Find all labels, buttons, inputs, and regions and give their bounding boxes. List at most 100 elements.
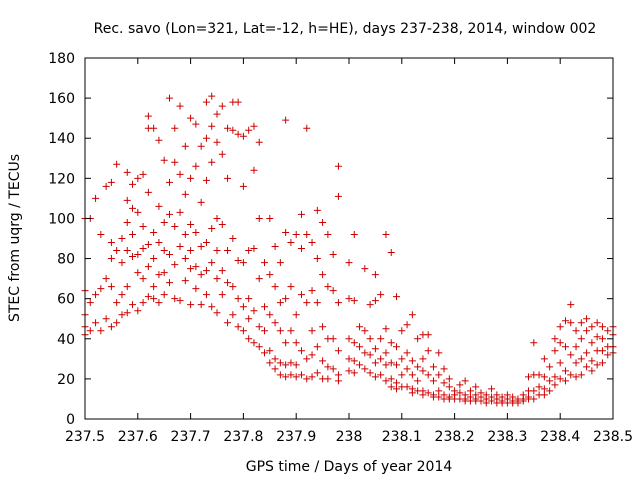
data-point <box>218 220 226 228</box>
data-point <box>171 295 179 303</box>
data-point <box>165 210 173 218</box>
data-point <box>250 122 258 130</box>
data-point <box>530 395 538 403</box>
data-point <box>567 319 575 327</box>
data-point <box>282 228 290 236</box>
data-point <box>208 303 216 311</box>
data-point <box>171 124 179 132</box>
data-point <box>313 206 321 214</box>
data-point <box>181 190 189 198</box>
data-point <box>129 301 137 309</box>
data-point <box>218 102 226 110</box>
x-tick-label: 237.6 <box>118 429 158 445</box>
data-point <box>139 222 147 230</box>
data-point <box>556 375 564 383</box>
y-tick-label: 80 <box>57 252 75 268</box>
data-point <box>171 222 179 230</box>
data-point <box>123 168 131 176</box>
data-point <box>356 361 364 369</box>
data-point <box>287 283 295 291</box>
data-point <box>567 301 575 309</box>
data-point <box>282 116 290 124</box>
data-point <box>313 369 321 377</box>
data-point <box>398 355 406 363</box>
data-point <box>329 365 337 373</box>
data-point <box>551 381 559 389</box>
data-point <box>324 363 332 371</box>
data-point <box>150 124 158 132</box>
data-point <box>245 315 253 323</box>
data-point <box>366 369 374 377</box>
data-point <box>419 391 427 399</box>
data-point <box>97 327 105 335</box>
data-point <box>472 383 480 391</box>
data-point <box>572 327 580 335</box>
x-tick-label: 238.1 <box>382 429 422 445</box>
data-point <box>118 259 126 267</box>
data-point <box>546 377 554 385</box>
data-point <box>213 110 221 118</box>
data-point <box>424 389 432 397</box>
data-point <box>313 343 321 351</box>
data-point <box>197 142 205 150</box>
data-point <box>588 323 596 331</box>
data-point <box>303 355 311 363</box>
data-point <box>567 371 575 379</box>
data-point <box>382 325 390 333</box>
data-point <box>123 196 131 204</box>
data-point <box>561 343 569 351</box>
data-point <box>197 243 205 251</box>
data-point <box>334 192 342 200</box>
data-point <box>382 349 390 357</box>
data-point <box>393 379 401 387</box>
data-point <box>408 389 416 397</box>
data-point <box>255 323 263 331</box>
data-point <box>129 180 137 188</box>
chart-title: Rec. savo (Lon=321, Lat=-12, h=HE), days… <box>94 21 597 37</box>
data-point <box>482 399 490 407</box>
data-points <box>81 92 617 407</box>
data-point <box>398 327 406 335</box>
data-point <box>176 208 184 216</box>
data-point <box>271 243 279 251</box>
data-point <box>118 291 126 299</box>
data-point <box>202 291 210 299</box>
data-point <box>572 343 580 351</box>
data-point <box>271 365 279 373</box>
data-point <box>556 323 564 331</box>
data-point <box>303 375 311 383</box>
data-point <box>208 92 216 100</box>
data-point <box>445 383 453 391</box>
data-point <box>435 371 443 379</box>
data-point <box>366 301 374 309</box>
data-point <box>181 230 189 238</box>
data-point <box>561 317 569 325</box>
y-tick-label: 60 <box>57 292 75 308</box>
data-point <box>387 339 395 347</box>
data-point <box>308 351 316 359</box>
data-point <box>329 287 337 295</box>
data-point <box>271 283 279 291</box>
data-point <box>588 367 596 375</box>
data-point <box>202 267 210 275</box>
data-point <box>583 327 591 335</box>
data-point <box>540 373 548 381</box>
data-point <box>313 255 321 263</box>
data-point <box>561 367 569 375</box>
y-tick-label: 140 <box>48 131 75 147</box>
data-point <box>192 228 200 236</box>
data-point <box>282 373 290 381</box>
data-point <box>319 271 327 279</box>
data-point <box>107 178 115 186</box>
data-point <box>387 383 395 391</box>
data-point <box>239 132 247 140</box>
data-point <box>282 339 290 347</box>
data-point <box>440 379 448 387</box>
x-tick-label: 238.2 <box>435 429 475 445</box>
y-tick-label: 160 <box>48 91 75 107</box>
data-point <box>160 156 168 164</box>
data-point <box>583 363 591 371</box>
data-point <box>530 339 538 347</box>
data-point <box>287 239 295 247</box>
data-point <box>435 349 443 357</box>
